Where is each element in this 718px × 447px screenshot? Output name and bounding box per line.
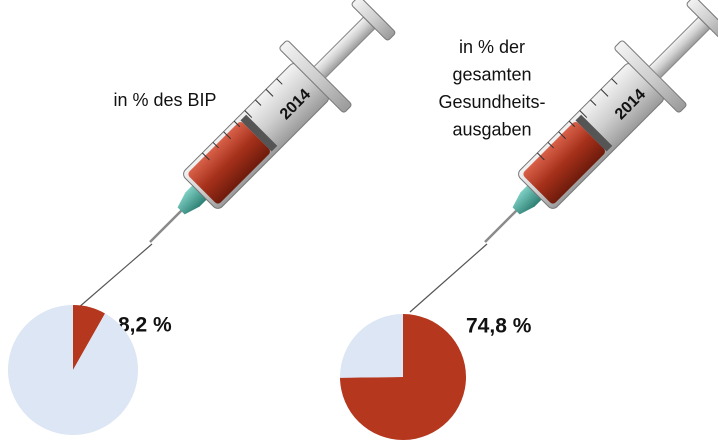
chart-title: Gesundheits-: [438, 92, 545, 112]
leader-line: [78, 244, 152, 308]
syringe: 2014: [117, 0, 410, 275]
pie-slice: [340, 314, 403, 378]
chart-title: gesamten: [452, 64, 531, 84]
chart-title: in % der: [459, 37, 525, 57]
pie-slice: [8, 305, 138, 435]
chart-title: ausgaben: [452, 119, 531, 139]
leader-line: [410, 244, 487, 312]
chart-title: in % des BIP: [113, 90, 216, 110]
value-label: 74,8 %: [466, 315, 532, 338]
infographic: 2014 2014 in % des BIP8,2 %in % dergesam…: [0, 0, 718, 442]
